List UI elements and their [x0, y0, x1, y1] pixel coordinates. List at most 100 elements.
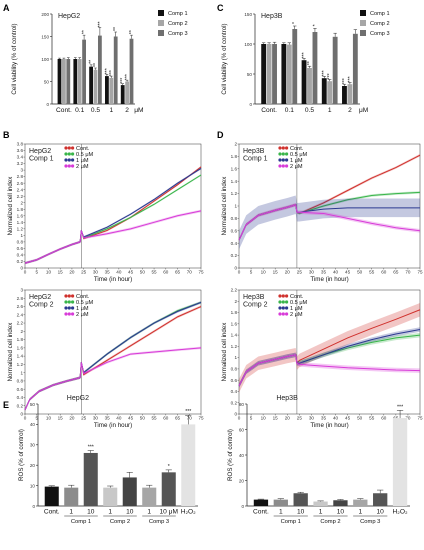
- legend-label: 2 μM: [290, 164, 303, 170]
- x-category-label: 1: [108, 509, 112, 516]
- y-tick-label: 1.6: [17, 213, 24, 218]
- bar-comp-3: [129, 38, 134, 104]
- significance-marker: *: [292, 22, 298, 24]
- plot-frame: [24, 289, 202, 415]
- series-line: [24, 166, 202, 264]
- series-band: [25, 209, 201, 265]
- bar-comp-1: [89, 66, 94, 104]
- x-tick-label: 35: [321, 416, 327, 421]
- significance-marker: **: [89, 60, 95, 64]
- significance-marker: ***: [125, 74, 131, 80]
- y-tick-label: 50: [247, 72, 253, 77]
- legend-swatch: [71, 300, 75, 304]
- x-axis-label: Time (in hour): [94, 422, 132, 429]
- significance-marker: **: [82, 30, 88, 34]
- chart-title: HepG2: [29, 294, 51, 301]
- ros-bar: [64, 487, 79, 506]
- x-category-label: H₂O₂: [393, 509, 408, 516]
- x-axis-label: Time (in hour): [310, 276, 348, 283]
- ros-bar: [313, 501, 328, 506]
- legend-swatch: [64, 294, 68, 298]
- series-line: [238, 354, 421, 387]
- x-category-label: H₂O₂: [181, 509, 196, 516]
- significance-marker: ***: [120, 78, 126, 84]
- series-band: [239, 352, 420, 389]
- legend-label: Cont.: [290, 294, 304, 300]
- x-tick-label: 0: [238, 416, 241, 421]
- x-tick-label: 25: [81, 270, 87, 275]
- bar-comp-2: [125, 81, 129, 104]
- bar-comp-3: [82, 39, 86, 104]
- bar-comp-2: [327, 81, 333, 104]
- ros-bar: [273, 499, 288, 506]
- significance-marker: ***: [88, 445, 94, 451]
- x-category-label: 0.1: [75, 107, 84, 114]
- significance-marker: *: [168, 464, 170, 470]
- y-tick-label: 0.2: [231, 253, 238, 258]
- y-tick-label: 50: [30, 402, 36, 407]
- y-tick-label: 0: [20, 412, 23, 417]
- chart-title: Comp 1: [243, 156, 268, 163]
- series-band: [239, 302, 420, 393]
- legend-label: 0.5 μM: [290, 152, 308, 158]
- x-tick-label: 30: [309, 270, 315, 275]
- y-tick-label: 2.4: [17, 187, 24, 192]
- significance-marker: ***: [97, 21, 103, 27]
- x-tick-label: 65: [393, 270, 399, 275]
- x-tick-label: 25: [81, 416, 87, 421]
- x-tick-label: 35: [105, 416, 111, 421]
- y-tick-label: 40: [30, 422, 36, 427]
- x-category-label: 1: [279, 509, 283, 516]
- group-label: Comp 2: [110, 519, 130, 525]
- significance-marker: ***: [104, 68, 110, 74]
- bar-comp-1: [120, 85, 125, 104]
- bar-comp-2: [307, 68, 312, 104]
- x-category-label: Cont.: [253, 509, 269, 516]
- bar-comp-3: [272, 44, 277, 104]
- y-tick-label: 0.6: [231, 228, 238, 233]
- x-tick-label: 40: [116, 270, 122, 275]
- significance-marker: ***: [302, 52, 308, 58]
- x-tick-label: 10: [261, 416, 267, 421]
- y-tick-label: 100: [41, 57, 49, 62]
- legend-swatch: [64, 146, 68, 150]
- legend-label: Comp 2: [370, 21, 390, 27]
- x-tick-label: 40: [116, 416, 122, 421]
- legend-swatch: [285, 152, 289, 156]
- bar-comp-2: [109, 77, 114, 104]
- bar-comp-1: [321, 78, 327, 104]
- legend-label: Comp 3: [168, 31, 188, 37]
- panel-letter: E: [3, 400, 9, 410]
- series-band: [239, 332, 420, 389]
- legend-swatch: [67, 312, 71, 316]
- y-tick-label: 1: [234, 204, 237, 209]
- bar-comp-3: [66, 59, 71, 104]
- panel-B-comp1: B 0 5 10 15 20 25 30 35 40 45 50 55 60 65 70 75 0 0.20.4 0.…: [3, 130, 204, 283]
- significance-marker: ***: [109, 70, 115, 76]
- legend-swatch: [281, 312, 285, 316]
- x-tick-label: 65: [393, 416, 399, 421]
- x-tick-label: 70: [405, 416, 411, 421]
- legend-swatch: [71, 146, 75, 150]
- chart-title: Comp 2: [243, 302, 268, 309]
- bar-comp-1: [261, 44, 267, 104]
- group-label: Comp 1: [281, 519, 301, 525]
- y-tick-label: 0.8: [231, 367, 238, 372]
- legend-swatch: [67, 300, 71, 304]
- x-tick-label: 75: [417, 270, 423, 275]
- x-tick-label: 45: [345, 416, 351, 421]
- y-tick-label: 0: [234, 412, 237, 417]
- significance-marker: ***: [327, 73, 333, 79]
- x-tick-label: 55: [152, 416, 158, 421]
- y-axis-label: ROS (% of control): [227, 429, 234, 481]
- x-tick-label: 75: [417, 416, 423, 421]
- significance-marker: ***: [342, 78, 348, 84]
- y-tick-label: 1.8: [17, 337, 24, 342]
- legend-swatch: [285, 306, 289, 310]
- y-tick-label: 0.2: [231, 400, 238, 405]
- x-category-label: Cont.: [44, 509, 60, 516]
- chart-title: HepG2: [29, 148, 51, 155]
- y-axis-label: ROS (% of control): [18, 429, 25, 481]
